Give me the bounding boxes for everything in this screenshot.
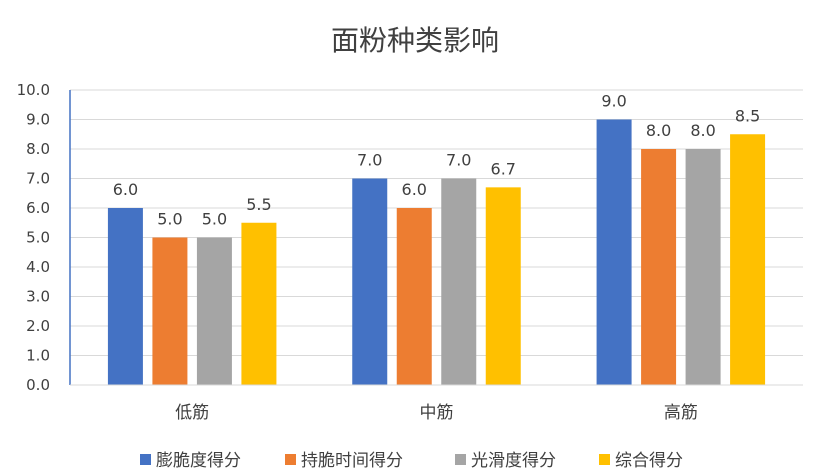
bar (241, 222, 277, 385)
legend-item: 持脆时间得分 (285, 451, 403, 471)
bar (641, 149, 677, 385)
data-label: 6.7 (491, 159, 516, 178)
data-label: 8.0 (690, 121, 715, 140)
bar (596, 119, 632, 385)
chart-title: 面粉种类影响 (331, 24, 499, 57)
data-label: 8.5 (735, 106, 760, 125)
legend-label: 综合得分 (615, 451, 683, 471)
bar (730, 134, 766, 385)
x-category-label: 中筋 (420, 403, 454, 423)
y-tick-label: 1.0 (26, 347, 50, 365)
legend-swatch (455, 454, 466, 465)
bar (396, 208, 432, 385)
bar (352, 178, 388, 385)
data-label: 7.0 (357, 151, 382, 170)
gridlines (70, 89, 803, 356)
y-tick-label: 3.0 (26, 288, 50, 306)
data-label: 6.0 (402, 180, 427, 199)
legend-label: 光滑度得分 (471, 451, 556, 471)
y-tick-label: 6.0 (26, 199, 50, 217)
y-axis: 0.0 1.0 2.0 3.0 4.0 5.0 6.0 7.0 8.0 9.0 10.0 (17, 81, 71, 394)
bar (107, 208, 143, 385)
data-label: 5.5 (246, 195, 271, 214)
legend-swatch (599, 454, 610, 465)
legend: 膨脆度得分 持脆时间得分 光滑度得分 综合得分 (140, 451, 683, 471)
y-tick-label: 0.0 (26, 376, 50, 394)
legend-label: 持脆时间得分 (301, 451, 403, 471)
x-axis: 低筋 中筋 高筋 (70, 384, 803, 423)
bars (107, 119, 766, 385)
y-tick-label: 9.0 (26, 111, 50, 129)
bar (685, 149, 721, 385)
bar (441, 178, 477, 385)
data-label: 7.0 (446, 151, 471, 170)
data-label: 9.0 (601, 92, 626, 111)
data-labels: 6.0 5.0 5.0 5.5 7.0 6.0 7.0 6.7 9.0 8.0 8.0 8.5 (113, 92, 761, 229)
legend-label: 膨脆度得分 (156, 451, 241, 471)
legend-item: 综合得分 (599, 451, 683, 471)
legend-item: 膨脆度得分 (140, 451, 241, 471)
bar (485, 187, 521, 385)
bar (196, 237, 232, 385)
y-tick-label: 4.0 (26, 258, 50, 276)
bar (152, 237, 188, 385)
x-category-label: 高筋 (664, 403, 698, 423)
legend-swatch (140, 454, 151, 465)
y-tick-label: 10.0 (17, 81, 50, 99)
legend-swatch (285, 454, 296, 465)
y-tick-label: 5.0 (26, 229, 50, 247)
x-category-label: 低筋 (175, 403, 209, 423)
y-tick-label: 7.0 (26, 170, 50, 188)
legend-item: 光滑度得分 (455, 451, 556, 471)
y-tick-label: 8.0 (26, 140, 50, 158)
y-tick-label: 2.0 (26, 317, 50, 335)
data-label: 5.0 (202, 210, 227, 229)
data-label: 8.0 (646, 121, 671, 140)
data-label: 5.0 (157, 210, 182, 229)
data-label: 6.0 (113, 180, 138, 199)
